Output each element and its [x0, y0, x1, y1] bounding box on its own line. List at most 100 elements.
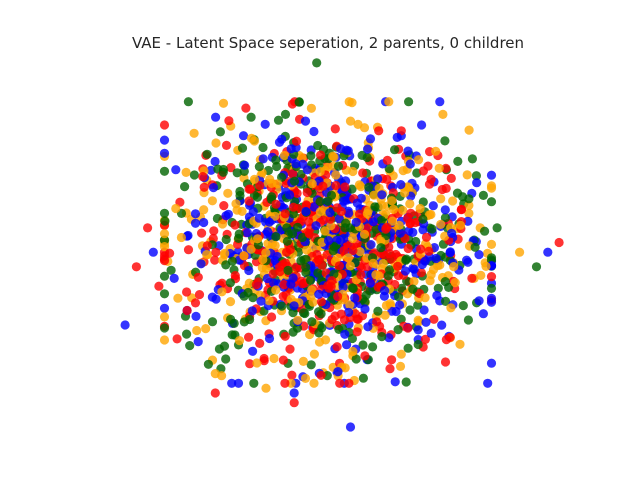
scatter-point-series-1 — [354, 180, 364, 190]
scatter-point-series-2 — [365, 278, 375, 288]
scatter-point-series-0 — [382, 155, 392, 165]
scatter-point-series-2 — [256, 296, 266, 306]
scatter-point-series-1 — [344, 97, 354, 107]
scatter-point-series-1 — [446, 303, 456, 313]
scatter-point-series-1 — [217, 371, 227, 381]
scatter-point-series-0 — [198, 172, 208, 182]
scatter-point-series-2 — [387, 306, 397, 316]
scatter-point-series-0 — [396, 126, 406, 136]
scatter-point-series-3 — [470, 242, 480, 252]
scatter-point-series-0 — [374, 126, 384, 136]
scatter-point-series-1 — [314, 337, 325, 347]
scatter-point-series-1 — [450, 278, 460, 288]
scatter-point-series-3 — [364, 182, 374, 192]
scatter-point-series-3 — [229, 318, 239, 328]
scatter-point-series-0 — [332, 342, 342, 352]
scatter-point-series-1 — [464, 125, 474, 135]
scatter-point-series-1 — [279, 150, 290, 161]
scatter-point-series-0 — [554, 237, 564, 248]
scatter-point-series-0 — [330, 124, 340, 134]
scatter-point-series-1 — [420, 293, 430, 303]
scatter-point-series-1 — [353, 119, 363, 129]
scatter-point-series-1 — [315, 167, 325, 177]
scatter-point-series-1 — [308, 297, 318, 307]
scatter-point-series-3 — [183, 97, 193, 107]
scatter-point-series-0 — [467, 273, 477, 283]
scatter-point-series-2 — [352, 198, 362, 208]
scatter-point-series-2 — [384, 333, 394, 343]
scatter-point-series-0 — [336, 309, 346, 319]
scatter-point-series-3 — [486, 197, 497, 207]
scatter-point-series-1 — [331, 170, 341, 180]
scatter-point-series-2 — [462, 255, 472, 265]
scatter-point-series-1 — [462, 170, 472, 180]
scatter-point-series-2 — [254, 213, 264, 223]
scatter-point-series-1 — [371, 270, 381, 280]
scatter-point-series-0 — [268, 269, 278, 279]
scatter-point-series-0 — [360, 351, 370, 361]
scatter-point-series-0 — [219, 201, 229, 211]
scatter-point-series-1 — [211, 138, 221, 148]
scatter-point-series-2 — [238, 131, 249, 141]
scatter-point-series-1 — [173, 293, 183, 303]
scatter-point-series-3 — [329, 242, 339, 252]
scatter-point-series-2 — [264, 333, 275, 344]
scatter-point-series-3 — [239, 291, 249, 301]
scatter-point-series-3 — [293, 222, 303, 232]
scatter-point-series-2 — [395, 300, 405, 310]
scatter-point-series-0 — [279, 280, 289, 290]
scatter-point-series-2 — [392, 132, 402, 142]
scatter-point-series-2 — [159, 135, 170, 145]
scatter-point-series-3 — [237, 143, 248, 153]
scatter-point-series-0 — [267, 312, 277, 322]
scatter-point-series-0 — [420, 334, 430, 344]
scatter-point-series-3 — [323, 196, 333, 206]
scatter-point-series-2 — [396, 180, 406, 190]
scatter-point-series-2 — [365, 134, 376, 144]
scatter-point-series-3 — [440, 277, 450, 287]
scatter-point-series-2 — [363, 144, 373, 154]
scatter-point-series-3 — [464, 194, 474, 204]
scatter-point-series-2 — [309, 126, 319, 137]
scatter-point-series-2 — [342, 340, 352, 350]
scatter-point-series-2 — [447, 228, 457, 238]
scatter-point-series-2 — [338, 282, 348, 292]
scatter-point-series-0 — [194, 290, 205, 300]
scatter-point-series-1 — [309, 378, 319, 388]
scatter-point-series-2 — [196, 259, 206, 269]
scatter-point-series-3 — [394, 292, 404, 302]
scatter-point-series-2 — [169, 273, 179, 283]
scatter-point-series-2 — [244, 265, 254, 276]
scatter-point-series-3 — [396, 314, 406, 324]
scatter-point-series-1 — [302, 245, 312, 255]
scatter-point-series-2 — [208, 183, 219, 193]
scatter-point-series-1 — [455, 339, 465, 349]
scatter-point-series-0 — [282, 247, 292, 257]
scatter-point-series-1 — [159, 335, 170, 345]
scatter-point-series-1 — [345, 261, 355, 271]
scatter-point-series-2 — [314, 289, 324, 299]
scatter-point-series-1 — [223, 188, 233, 198]
scatter-point-series-1 — [486, 239, 497, 249]
scatter-point-series-3 — [182, 329, 192, 339]
scatter-point-series-1 — [436, 194, 446, 204]
scatter-point-series-1 — [261, 248, 271, 258]
scatter-point-series-1 — [232, 205, 242, 215]
scatter-point-series-3 — [221, 354, 231, 364]
scatter-point-series-3 — [405, 305, 415, 315]
scatter-point-series-2 — [171, 165, 181, 175]
scatter-point-series-3 — [316, 309, 326, 319]
scatter-point-series-3 — [390, 145, 400, 155]
scatter-point-series-3 — [277, 301, 287, 311]
scatter-point-series-0 — [202, 241, 212, 251]
scatter-point-series-3 — [413, 339, 423, 350]
scatter-point-series-3 — [376, 243, 386, 253]
scatter-point-series-2 — [207, 292, 217, 302]
scatter-point-series-1 — [269, 353, 279, 364]
scatter-point-series-3 — [296, 169, 306, 179]
scatter-point-series-2 — [120, 320, 130, 330]
scatter-point-series-1 — [171, 203, 181, 214]
scatter-point-series-1 — [271, 285, 281, 295]
scatter-point-series-3 — [215, 127, 225, 137]
scatter-point-series-0 — [278, 291, 288, 301]
